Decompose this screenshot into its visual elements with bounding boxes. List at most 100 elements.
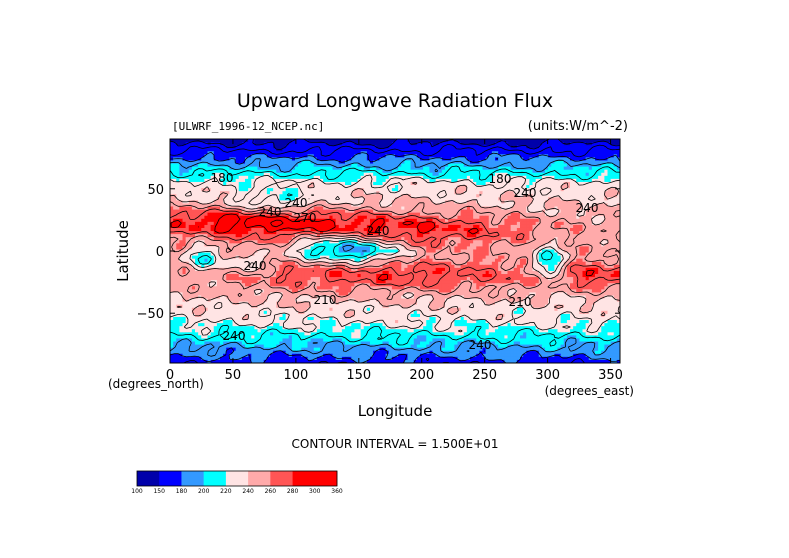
- heatmap-cell: [332, 218, 337, 223]
- heatmap-cell: [479, 166, 483, 171]
- heatmap-cell: [485, 203, 490, 207]
- heatmap-cell: [363, 197, 368, 201]
- heatmap-cell: [535, 166, 540, 171]
- heatmap-cell: [357, 212, 362, 217]
- heatmap-cell: [513, 203, 518, 207]
- heatmap-cell: [510, 157, 515, 161]
- heatmap-cell: [188, 212, 193, 217]
- heatmap-cell: [473, 209, 477, 214]
- heatmap-cell: [451, 139, 455, 143]
- heatmap-cell: [316, 206, 321, 210]
- heatmap-cell: [570, 218, 574, 223]
- heatmap-cell: [613, 221, 618, 226]
- heatmap-cell: [476, 215, 480, 220]
- heatmap-cell: [391, 197, 396, 201]
- heatmap-cell: [270, 185, 274, 189]
- heatmap-cell: [335, 148, 340, 152]
- heatmap-cell: [354, 194, 358, 198]
- heatmap-cell: [463, 194, 468, 198]
- heatmap-cell: [423, 243, 427, 247]
- heatmap-cell: [248, 203, 252, 207]
- heatmap-cell: [529, 227, 533, 232]
- heatmap-cell: [426, 181, 430, 186]
- heatmap-cell: [213, 215, 218, 220]
- heatmap-cell: [610, 145, 615, 149]
- heatmap-cell: [373, 181, 377, 186]
- heatmap-cell: [463, 234, 468, 238]
- heatmap-cell: [557, 154, 562, 158]
- heatmap-cell: [241, 154, 246, 158]
- heatmap-cell: [563, 218, 568, 223]
- heatmap-cell: [526, 175, 530, 180]
- heatmap-cell: [398, 160, 402, 164]
- heatmap-cell: [251, 206, 255, 210]
- heatmap-cell: [429, 191, 433, 195]
- heatmap-cell: [285, 200, 290, 204]
- heatmap-cell: [554, 215, 558, 220]
- heatmap-cell: [563, 203, 568, 207]
- heatmap-cell: [498, 178, 502, 183]
- heatmap-cell: [188, 163, 193, 168]
- heatmap-cell: [301, 185, 305, 189]
- heatmap-cell: [551, 240, 555, 244]
- heatmap-cell: [532, 178, 537, 183]
- heatmap-cell: [488, 221, 493, 226]
- heatmap-cell: [451, 227, 455, 232]
- heatmap-cell: [263, 139, 268, 143]
- heatmap-cell: [366, 154, 371, 158]
- heatmap-cell: [445, 231, 449, 235]
- heatmap-cell: [548, 209, 552, 214]
- heatmap-cell: [173, 191, 177, 195]
- heatmap-cell: [473, 224, 477, 229]
- heatmap-cell: [479, 188, 483, 192]
- heatmap-cell: [257, 145, 262, 149]
- heatmap-cell: [573, 163, 577, 168]
- heatmap-cell: [326, 194, 330, 198]
- heatmap-cell: [216, 148, 221, 152]
- heatmap-cell: [448, 237, 452, 241]
- heatmap-cell: [579, 218, 583, 223]
- heatmap-cell: [238, 188, 243, 192]
- heatmap-cell: [457, 181, 462, 186]
- heatmap-cell: [538, 206, 543, 210]
- heatmap-cell: [323, 145, 327, 149]
- heatmap-cell: [191, 203, 196, 207]
- heatmap-cell: [476, 231, 480, 235]
- heatmap-cell: [504, 221, 508, 226]
- heatmap-cell: [416, 166, 421, 171]
- heatmap-cell: [307, 234, 312, 238]
- heatmap-cell: [313, 163, 318, 168]
- heatmap-cell: [354, 215, 358, 220]
- heatmap-cell: [195, 197, 199, 201]
- heatmap-cell: [495, 218, 499, 223]
- heatmap-cell: [188, 209, 193, 214]
- heatmap-cell: [488, 160, 493, 164]
- heatmap-cell: [363, 154, 368, 158]
- heatmap-cell: [382, 227, 387, 232]
- heatmap-cell: [435, 154, 440, 158]
- heatmap-cell: [529, 151, 533, 155]
- heatmap-cell: [176, 200, 180, 204]
- heatmap-cell: [176, 194, 180, 198]
- heatmap-cell: [345, 181, 349, 186]
- heatmap-cell: [366, 231, 371, 235]
- heatmap-cell: [248, 188, 252, 192]
- heatmap-cell: [466, 234, 471, 238]
- heatmap-cell: [526, 191, 530, 195]
- heatmap-cell: [298, 178, 302, 183]
- heatmap-cell: [579, 191, 583, 195]
- heatmap-cell: [410, 166, 415, 171]
- heatmap-cell: [229, 188, 233, 192]
- heatmap-cell: [526, 157, 530, 161]
- heatmap-cell: [541, 212, 546, 217]
- heatmap-cell: [441, 200, 446, 204]
- heatmap-cell: [554, 212, 558, 217]
- heatmap-cell: [404, 145, 408, 149]
- heatmap-cell: [570, 194, 574, 198]
- heatmap-cell: [354, 206, 358, 210]
- heatmap-cell: [498, 231, 502, 235]
- heatmap-cell: [204, 203, 208, 207]
- heatmap-cell: [395, 181, 399, 186]
- heatmap-cell: [607, 240, 612, 244]
- heatmap-cell: [285, 181, 290, 186]
